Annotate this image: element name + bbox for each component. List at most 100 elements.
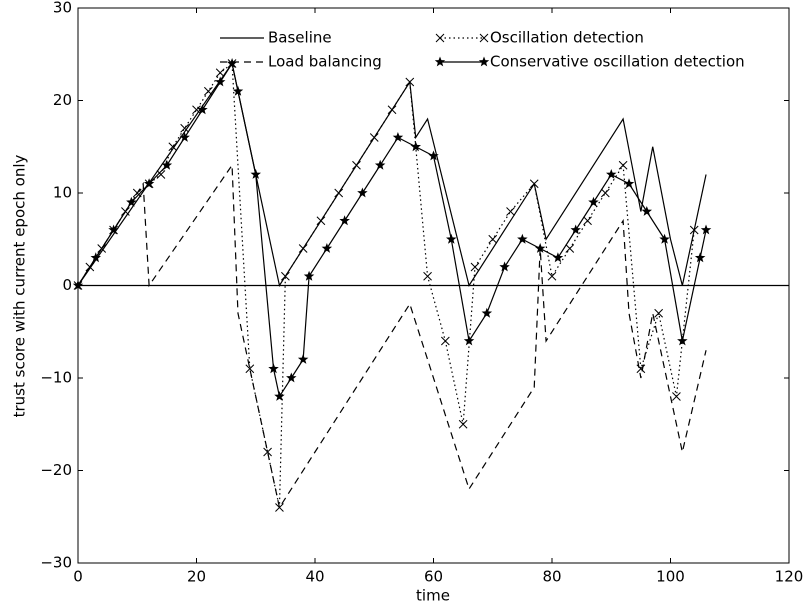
- y-tick-label: −30: [40, 554, 72, 572]
- marker: [470, 262, 480, 272]
- marker: [478, 56, 490, 67]
- marker: [623, 178, 635, 189]
- marker: [410, 141, 421, 152]
- marker: [588, 196, 599, 207]
- y-tick-label: 0: [62, 276, 72, 294]
- marker: [387, 105, 397, 115]
- x-axis-label: time: [416, 587, 450, 605]
- marker: [250, 169, 261, 179]
- legend: Baseline Load balancing Oscillation detect…: [220, 29, 745, 71]
- marker: [570, 224, 581, 235]
- y-tick-label: −20: [40, 461, 72, 479]
- marker: [583, 216, 592, 226]
- marker: [606, 169, 617, 179]
- marker: [197, 104, 208, 115]
- marker: [132, 188, 142, 198]
- marker: [215, 76, 226, 87]
- marker: [654, 308, 664, 318]
- marker: [168, 142, 178, 152]
- marker: [192, 105, 201, 115]
- marker: [226, 58, 238, 68]
- marker: [316, 216, 326, 226]
- legend-label: Conservative oscillation detection: [490, 53, 745, 71]
- marker: [232, 85, 244, 96]
- x-tick-label: 80: [542, 568, 561, 586]
- marker: [423, 271, 432, 281]
- marker: [529, 179, 539, 189]
- y-axis-label: trust score with current epoch only: [11, 155, 29, 418]
- marker: [506, 207, 515, 216]
- x-tick-label: 0: [73, 568, 83, 586]
- marker: [156, 170, 166, 179]
- marker: [700, 224, 712, 235]
- legend-label: Baseline: [268, 29, 332, 47]
- series-line: [77, 163, 707, 510]
- marker: [499, 261, 510, 272]
- marker: [641, 206, 652, 216]
- marker: [446, 233, 457, 244]
- marker: [143, 178, 155, 189]
- x-tick-label: 40: [305, 568, 324, 586]
- marker: [440, 336, 450, 346]
- marker: [428, 150, 439, 161]
- marker: [694, 252, 706, 263]
- marker: [303, 270, 315, 281]
- marker: [659, 233, 670, 244]
- marker: [600, 188, 610, 198]
- marker: [488, 234, 498, 244]
- marker: [203, 86, 213, 96]
- marker: [547, 271, 557, 281]
- marker: [161, 159, 173, 170]
- marker: [357, 187, 368, 198]
- y-tick-label: −10: [40, 369, 72, 387]
- marker: [479, 33, 489, 43]
- marker: [369, 133, 379, 142]
- legend-label: Load balancing: [268, 53, 382, 71]
- y-tick-label: 30: [53, 0, 72, 17]
- marker: [374, 159, 386, 170]
- marker: [215, 68, 225, 78]
- marker: [677, 335, 688, 346]
- x-tick-label: 100: [656, 568, 685, 586]
- marker: [458, 419, 468, 429]
- marker: [434, 56, 446, 67]
- marker: [179, 132, 190, 142]
- marker: [405, 77, 415, 87]
- marker: [689, 225, 699, 235]
- marker: [297, 354, 309, 364]
- marker: [180, 123, 190, 133]
- y-tick-label: 10: [53, 184, 72, 202]
- series-line: [77, 61, 707, 399]
- marker: [618, 160, 628, 170]
- marker: [321, 243, 333, 253]
- marker: [245, 364, 255, 374]
- marker: [268, 363, 279, 374]
- y-tick-label: 20: [53, 91, 72, 109]
- marker: [286, 372, 297, 383]
- marker: [534, 243, 546, 253]
- marker: [481, 307, 493, 318]
- marker: [636, 364, 646, 374]
- marker: [298, 244, 308, 253]
- x-tick-label: 120: [775, 568, 804, 586]
- marker: [463, 335, 475, 346]
- marker: [281, 271, 290, 281]
- x-tick-label: 60: [424, 568, 443, 586]
- marker: [517, 233, 528, 244]
- marker: [126, 196, 137, 207]
- marker: [339, 215, 350, 226]
- plot-frame: [77, 7, 790, 564]
- marker: [90, 252, 101, 263]
- marker: [435, 33, 445, 43]
- marker: [274, 391, 285, 401]
- marker: [352, 160, 361, 170]
- marker: [263, 447, 272, 457]
- marker: [108, 224, 119, 235]
- x-tick-label: 20: [187, 568, 206, 586]
- legend-label: Oscillation detection: [490, 29, 644, 47]
- marker: [334, 188, 344, 198]
- marker: [552, 252, 564, 263]
- marker: [392, 132, 404, 142]
- marker: [565, 244, 575, 253]
